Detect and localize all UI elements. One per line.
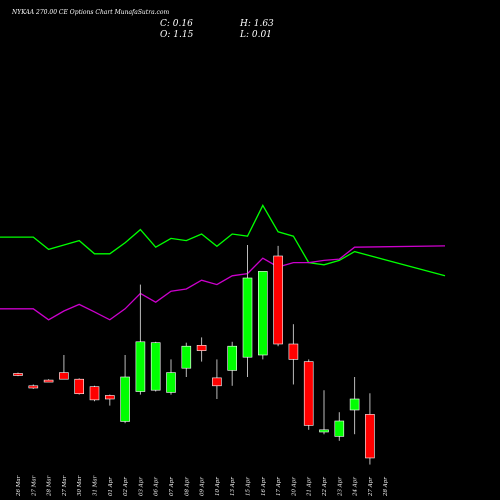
candle-body [13, 373, 23, 376]
candle-body [120, 376, 130, 422]
x-axis-ticks: 26 Mar 27 Mar 28 Mar 27 Mar 30 Mar 31 Mar 01 A… [16, 475, 389, 497]
x-tick-label: 08 Apr [184, 477, 190, 496]
overlay-lines [0, 204, 446, 321]
x-tick-label: 13 Apr [230, 477, 236, 496]
candle-body [257, 271, 268, 356]
x-tick-label: 03 Apr [138, 477, 144, 496]
candle-body [303, 361, 314, 426]
candle-body [89, 386, 100, 401]
x-tick-label: 26 Mar [16, 475, 22, 497]
x-tick-label: 27 Apr [368, 477, 374, 497]
x-tick-label: 01 Apr [108, 477, 114, 496]
candle-body [319, 429, 329, 433]
candle-body [74, 378, 84, 395]
candle-body [349, 398, 360, 411]
candle-body [59, 372, 69, 380]
candle-body [166, 372, 176, 393]
x-tick-label: 06 Apr [154, 477, 160, 496]
candle-body [28, 385, 39, 389]
close-value: C: 0.16 [160, 19, 193, 29]
x-tick-label: 20 Apr [291, 477, 297, 497]
candles [13, 245, 375, 465]
candle-body [105, 395, 115, 400]
candle-body [242, 277, 253, 358]
candle-body [227, 345, 237, 371]
x-tick-label: 17 Apr [276, 477, 282, 496]
x-tick-label: 24 Apr [353, 477, 359, 497]
x-tick-label: 28 Apr [383, 477, 389, 497]
x-tick-label: 28 Mar [47, 475, 53, 497]
high-value: H: 1.63 [239, 19, 274, 29]
x-tick-label: 10 Apr [215, 477, 221, 496]
candle-body [43, 379, 54, 383]
x-tick-label: 15 Apr [246, 477, 252, 496]
overlay-line-1 [0, 204, 446, 277]
x-tick-label: 31 Mar [93, 475, 99, 496]
overlay-line-2 [0, 245, 446, 321]
x-tick-label: 23 Apr [337, 477, 343, 497]
candle-body [150, 342, 161, 391]
x-tick-label: 07 Apr [169, 477, 175, 496]
candle-body [212, 377, 222, 387]
x-tick-label: 27 Mar [31, 475, 37, 497]
candle-body [334, 420, 345, 437]
x-tick-label: 09 Apr [200, 477, 206, 496]
candle-body [365, 414, 375, 459]
open-value: O: 1.15 [160, 30, 194, 40]
x-tick-label: 30 Mar [77, 475, 83, 496]
candle-body [196, 345, 207, 351]
candle-body [181, 345, 192, 369]
x-tick-label: 21 Apr [307, 477, 313, 497]
low-value: L: 0.01 [239, 30, 272, 40]
chart-title: NYKAA 270.00 CE Options Chart MunafaSutr… [11, 9, 170, 16]
candle-body [135, 341, 146, 392]
x-tick-label: 16 Apr [261, 477, 267, 496]
x-tick-label: 02 Apr [123, 477, 129, 496]
x-tick-label: 22 Apr [322, 477, 328, 497]
candle-body [273, 255, 283, 345]
x-tick-label: 27 Mar [62, 475, 68, 497]
candle-body [288, 343, 299, 360]
